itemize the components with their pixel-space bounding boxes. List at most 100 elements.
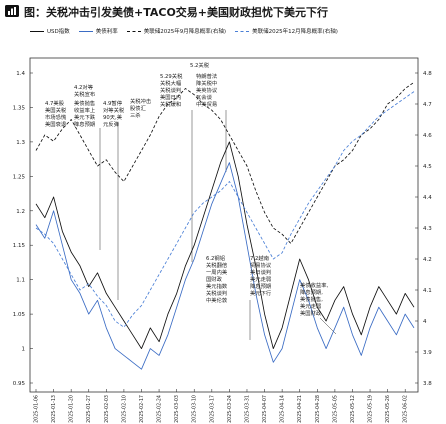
annotation-text: 对等关税 xyxy=(103,108,125,114)
annotation-text: 瓦会谈 xyxy=(196,95,212,101)
y-right-tick-label: 4 xyxy=(423,319,427,325)
y-right-tick-label: 4.2 xyxy=(423,257,432,263)
annotation-text: 中美贸易 xyxy=(196,102,218,108)
legend-item-sep-cut-prob: 美联储2025年9月降息概率(右轴) xyxy=(126,27,227,35)
annotation-text: 降关税中 xyxy=(196,81,218,87)
annotation-text: 美国日内 xyxy=(160,95,182,101)
x-tick-label: 2025-04-07 xyxy=(262,395,268,423)
annotation-text: 4.7美股 xyxy=(45,101,65,107)
annotation-block: 关税冲击 股债汇 三杀 xyxy=(130,99,151,120)
legend-label: USD指数 xyxy=(47,29,70,35)
x-tick-label: 2025-05-26 xyxy=(385,395,391,423)
annotation-text: 国财政 xyxy=(206,277,222,283)
y-left-tick-label: 1 xyxy=(22,347,26,353)
annotation-text: 美日谈判 xyxy=(250,270,272,276)
annotation-text: 股债汇 xyxy=(130,106,146,112)
annotation-text: 美债收益率, xyxy=(300,283,329,289)
y-left-tick-label: 0.95 xyxy=(13,381,26,387)
annotation-text: 7.2越南 xyxy=(250,256,270,262)
y-left-tick-label: 1.05 xyxy=(13,312,26,318)
title-bar: 图：关税冲击引发美债+TACO交易+美国财政担忧下美元下行 xyxy=(0,0,446,22)
annotation-text: 关税谈判 xyxy=(206,291,228,297)
annotation-text: 美债抛售, xyxy=(300,297,323,303)
annotation-text: 美国财政 xyxy=(300,311,322,317)
x-tick-label: 2025-04-14 xyxy=(280,395,286,423)
y-right-tick-label: 4.7 xyxy=(423,102,432,108)
y-right-tick-label: 4.4 xyxy=(423,195,432,201)
x-tick-label: 2025-02-24 xyxy=(157,395,163,423)
annotation-text: 美国关税 xyxy=(45,108,67,114)
y-right-tick-label: 4.8 xyxy=(423,71,432,77)
annotation-text: 90天,美 xyxy=(103,115,123,121)
x-tick-label: 2025-02-10 xyxy=(121,395,127,423)
legend-swatch-solid-blue xyxy=(78,30,93,32)
y-left-tick-label: 1.3 xyxy=(16,140,25,146)
plot-frame xyxy=(29,57,419,393)
y-left-tick-label: 1.35 xyxy=(13,105,26,111)
annotation-text: 5.29关税 xyxy=(160,74,183,80)
annotation-text: 降息预期, xyxy=(300,290,323,296)
annotation-block: 4.2对等 关税宣布 xyxy=(74,85,95,99)
x-tick-label: 2025-01-13 xyxy=(51,395,57,423)
annotation-block: 6.2钢铝 关税翻倍 一周内美 国财政 美元指数 关税谈判 中美伦敦 xyxy=(206,256,227,305)
annotation-text: 美元走弱 xyxy=(250,277,272,283)
annotation-text: 关税冲击 xyxy=(130,99,152,105)
annotation-text: 美元下行 xyxy=(250,291,272,297)
annotation-text: 美国衰退 xyxy=(45,122,67,128)
x-tick-label: 2025-01-27 xyxy=(86,395,92,423)
annotation-text: 市场恐慌 xyxy=(45,115,67,121)
y-left-tick-label: 1.25 xyxy=(13,174,26,180)
series-line-usd-index xyxy=(35,141,415,350)
annotation-text: 美元指数 xyxy=(206,284,228,290)
x-tick-label: 2025-03-24 xyxy=(227,395,233,423)
x-tick-label: 2025-02-17 xyxy=(139,395,145,423)
chart-title: 图：关税冲击引发美债+TACO交易+美国财政担忧下美元下行 xyxy=(24,6,329,19)
annotation-text: 一周内美 xyxy=(206,270,228,276)
legend-label: 美联储2025年12月降息概率(右轴) xyxy=(252,29,338,35)
annotation-block: 5.29关税 关税大幅 关税谈判 美国日内 关税缓和 xyxy=(160,74,182,109)
x-tick-label: 2025-03-17 xyxy=(209,395,215,423)
series-line-sep-cut-prob xyxy=(35,81,415,244)
annotation-text: 美英协议 xyxy=(196,88,218,94)
legend: USD指数 美债利率 美联储2025年9月降息概率(右轴) 美联储2025年12… xyxy=(30,27,338,35)
annotation-text: 美元走弱 xyxy=(300,304,322,310)
y-right-tick-label: 4.3 xyxy=(423,226,432,232)
x-tick-label: 2025-01-06 xyxy=(34,395,40,423)
annotation-block: 7.2越南 贸易协议 美日谈判 美元走弱 降息预期 美元下行 xyxy=(250,256,271,298)
x-tick-label: 2025-06-02 xyxy=(403,395,409,423)
annotation-text: 三杀 xyxy=(130,113,141,119)
annotation-text: 关税大幅 xyxy=(160,81,182,87)
annotation-text: 4.2对等 xyxy=(74,85,94,91)
annotation-text: 美债抛售 xyxy=(74,101,96,107)
annotation-text: 关税缓和 xyxy=(160,102,182,108)
legend-item-dec-cut-prob: 美联储2025年12月降息概率(右轴) xyxy=(235,27,338,35)
x-tick-label: 2025-05-12 xyxy=(350,395,356,423)
annotation-text: 6.2钢铝 xyxy=(206,256,226,262)
annotation-text: 4.9暂停 xyxy=(103,101,123,107)
annotation-block: 美债收益率, 降息预期, 美债抛售, 美元走弱 美国财政 xyxy=(300,283,328,318)
series-line-treasury-yield xyxy=(35,162,415,370)
y-left-tick-label: 1.4 xyxy=(16,71,25,77)
annotation-text: 特朗普法 xyxy=(196,74,218,80)
legend-swatch-dashed-black xyxy=(126,30,141,32)
x-tick-label: 2025-05-05 xyxy=(332,395,338,423)
annotation-text: 关税谈判 xyxy=(160,88,182,94)
x-tick-label: 2025-02-03 xyxy=(104,395,110,423)
chart-icon xyxy=(5,5,19,17)
y-right-tick-label: 3.9 xyxy=(423,350,432,356)
legend-swatch-dashed-blue xyxy=(235,30,250,32)
annotation-text: 关税翻倍 xyxy=(206,263,228,269)
legend-swatch-solid-black xyxy=(30,30,44,32)
y-left-tick-label: 1.2 xyxy=(16,209,25,215)
legend-item-treasury-yield: 美债利率 xyxy=(78,27,118,35)
annotation-text: 关税宣布 xyxy=(74,92,96,98)
x-tick-label: 2025-03-10 xyxy=(192,395,198,423)
series-line-dec-cut-prob xyxy=(35,91,415,328)
annotation-block: 4.9暂停 对等关税 90天,美 元反弹 xyxy=(103,101,124,129)
legend-label: 美联储2025年9月降息概率(右轴) xyxy=(143,29,227,35)
y-right-tick-label: 4.5 xyxy=(423,164,432,170)
legend-item-usd-index: USD指数 xyxy=(30,27,70,35)
x-tick-label: 2025-03-31 xyxy=(244,395,250,423)
annotation-text: 降息预期 xyxy=(74,122,96,128)
